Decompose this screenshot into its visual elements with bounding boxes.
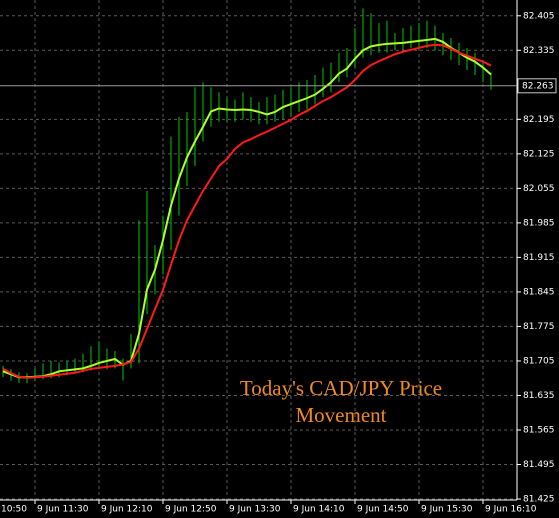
y-tick-label: 82.055 (523, 184, 555, 194)
current-price-box (517, 78, 557, 94)
y-tick-label: 81.915 (523, 253, 555, 263)
ma-line (2, 43, 492, 379)
y-tick-label: 81.635 (523, 391, 555, 401)
current-price-label: 82.263 (522, 81, 554, 91)
x-tick-label: 9 Jun 14:10 (293, 505, 345, 515)
x-tick-label: 9 Jun 12:50 (165, 505, 217, 515)
y-tick-label: 81.565 (523, 425, 555, 435)
x-tick-label: 10:50 (1, 505, 27, 515)
x-tick-label: 9 Jun 15:30 (421, 505, 473, 515)
annotation: Movement (296, 403, 387, 427)
y-tick-label: 81.985 (523, 218, 555, 228)
x-tick-label: 9 Jun 16:10 (485, 505, 537, 515)
x-tick-label: 9 Jun 12:10 (101, 505, 153, 515)
y-tick-label: 82.335 (523, 46, 555, 56)
y-tick-label: 81.495 (523, 460, 555, 470)
annotation: Today's CAD/JPY Price (240, 376, 442, 400)
y-tick-label: 81.845 (523, 287, 555, 297)
x-tick-label: 9 Jun 13:30 (229, 505, 281, 515)
y-tick-label: 82.405 (523, 11, 555, 21)
x-tick-label: 9 Jun 11:30 (37, 505, 89, 515)
y-tick-label: 81.705 (523, 356, 555, 366)
y-tick-label: 82.195 (523, 115, 555, 125)
y-tick-label: 81.425 (523, 495, 555, 505)
ma-line (2, 37, 492, 379)
y-tick-label: 82.125 (523, 149, 555, 159)
y-tick-label: 81.775 (523, 322, 555, 332)
x-tick-label: 9 Jun 14:50 (357, 505, 409, 515)
